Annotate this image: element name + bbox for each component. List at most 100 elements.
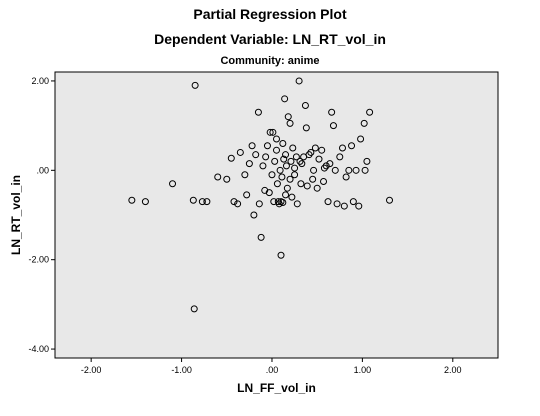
- data-point: [273, 135, 280, 143]
- data-point: [281, 95, 289, 103]
- data-point: [318, 146, 326, 154]
- data-point: [227, 154, 235, 162]
- data-point: [269, 128, 277, 136]
- data-point: [282, 191, 290, 199]
- data-point: [342, 173, 350, 181]
- data-point: [284, 113, 292, 121]
- data-point: [277, 251, 285, 259]
- data-point: [289, 144, 297, 152]
- data-point: [262, 153, 270, 161]
- data-point: [307, 148, 315, 156]
- data-point: [191, 81, 199, 89]
- data-point: [282, 162, 290, 170]
- data-point: [357, 135, 365, 143]
- data-point: [268, 171, 276, 179]
- data-point: [273, 146, 280, 154]
- data-point: [243, 191, 251, 199]
- data-point: [169, 180, 177, 188]
- data-point: [279, 198, 287, 206]
- data-point: [303, 182, 311, 190]
- data-point: [338, 144, 346, 152]
- data-point: [266, 128, 274, 136]
- data-point: [355, 202, 363, 210]
- data-point: [245, 160, 253, 168]
- data-point: [255, 200, 263, 208]
- data-point: [345, 166, 353, 174]
- data-point: [297, 180, 305, 188]
- x-axis-label: LN_FF_vol_in: [237, 381, 316, 395]
- data-point: [279, 140, 287, 147]
- data-point: [292, 153, 300, 161]
- data-point: [286, 175, 294, 183]
- data-point: [257, 233, 265, 241]
- data-point: [248, 142, 256, 150]
- chart-subtitle: Dependent Variable: LN_RT_vol_in: [154, 31, 386, 47]
- data-point: [250, 211, 258, 219]
- y-tick-label: 2.00: [31, 76, 49, 86]
- data-point: [273, 180, 281, 188]
- data-point: [259, 162, 267, 170]
- data-point: [301, 102, 309, 110]
- data-point: [363, 157, 371, 165]
- data-point: [333, 200, 341, 208]
- y-tick-label: -2.00: [28, 255, 49, 265]
- data-point: [293, 200, 301, 208]
- data-point: [313, 184, 321, 192]
- data-point: [214, 173, 222, 181]
- data-points: [128, 77, 394, 313]
- data-point: [291, 164, 299, 172]
- data-point: [348, 142, 356, 150]
- data-point: [254, 108, 262, 116]
- y-tick-label: -4.00: [28, 344, 49, 354]
- data-point: [275, 200, 283, 208]
- data-point: [329, 122, 337, 130]
- data-point: [352, 166, 360, 174]
- data-point: [310, 166, 318, 174]
- data-point: [236, 148, 244, 156]
- data-point: [361, 166, 369, 174]
- data-point: [271, 157, 279, 165]
- data-point: [190, 305, 198, 313]
- data-point: [302, 124, 310, 132]
- data-point: [230, 198, 238, 206]
- data-point: [278, 173, 286, 181]
- data-point: [295, 77, 303, 85]
- data-point: [288, 193, 296, 201]
- data-point: [305, 151, 313, 159]
- data-point: [296, 157, 304, 165]
- data-point: [320, 177, 328, 185]
- data-point: [287, 157, 295, 165]
- data-point: [283, 184, 291, 192]
- data-point: [128, 196, 136, 204]
- data-point: [311, 144, 319, 152]
- plot-area: [54, 71, 499, 359]
- data-point: [328, 108, 336, 116]
- data-point: [326, 160, 334, 168]
- data-point: [336, 153, 344, 161]
- data-point: [366, 108, 374, 116]
- data-point: [263, 142, 271, 150]
- x-tick-label: -2.00: [81, 365, 102, 375]
- data-point: [349, 198, 357, 206]
- data-point: [198, 198, 206, 206]
- y-tick-label: .00: [36, 165, 49, 175]
- data-point: [234, 200, 242, 208]
- data-point: [280, 155, 288, 163]
- data-point: [203, 198, 211, 206]
- data-point: [322, 162, 330, 170]
- data-point: [223, 175, 231, 183]
- data-point: [315, 155, 323, 163]
- data-point: [276, 166, 284, 174]
- data-point: [241, 171, 249, 179]
- x-tick-label: 1.00: [354, 365, 372, 375]
- data-point: [360, 119, 368, 127]
- data-point: [141, 198, 149, 206]
- data-point: [386, 196, 394, 204]
- data-point: [189, 196, 197, 204]
- chart-annotation: Community: anime: [220, 55, 320, 67]
- data-point: [252, 151, 260, 159]
- x-tick-label: .00: [266, 365, 279, 375]
- data-point: [286, 119, 294, 127]
